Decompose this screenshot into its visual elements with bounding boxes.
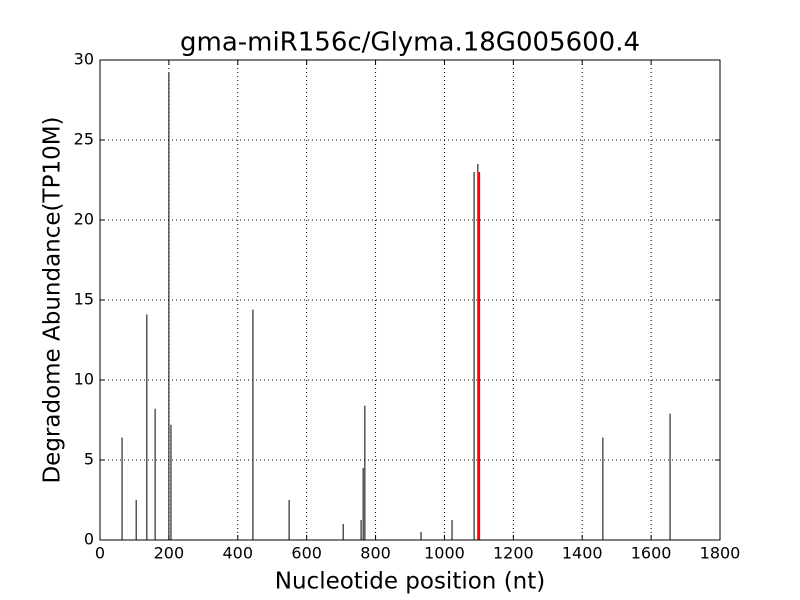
x-tick-label: 400 [223,544,254,563]
x-tick-label: 1800 [700,544,741,563]
plot-frame [99,59,721,541]
y-tick-label: 10 [74,370,94,389]
x-tick-label: 1200 [493,544,534,563]
x-tick-label: 1600 [631,544,672,563]
y-tick-label: 0 [84,530,94,549]
y-tick-label: 20 [74,210,94,229]
x-axis-label: Nucleotide position (nt) [275,569,545,595]
x-tick-label: 1400 [562,544,603,563]
y-tick-label: 5 [84,450,94,469]
chart-title: gma-miR156c/Glyma.18G005600.4 [180,28,640,58]
y-tick-label: 30 [74,50,94,69]
y-axis-label: Degradome Abundance(TP10M) [40,116,66,483]
x-tick-label: 800 [360,544,391,563]
x-tick-label: 0 [95,544,105,563]
x-tick-label: 600 [291,544,322,563]
x-tick-label: 1000 [424,544,465,563]
y-tick-label: 15 [74,290,94,309]
x-tick-label: 200 [154,544,185,563]
y-tick-label: 25 [74,130,94,149]
